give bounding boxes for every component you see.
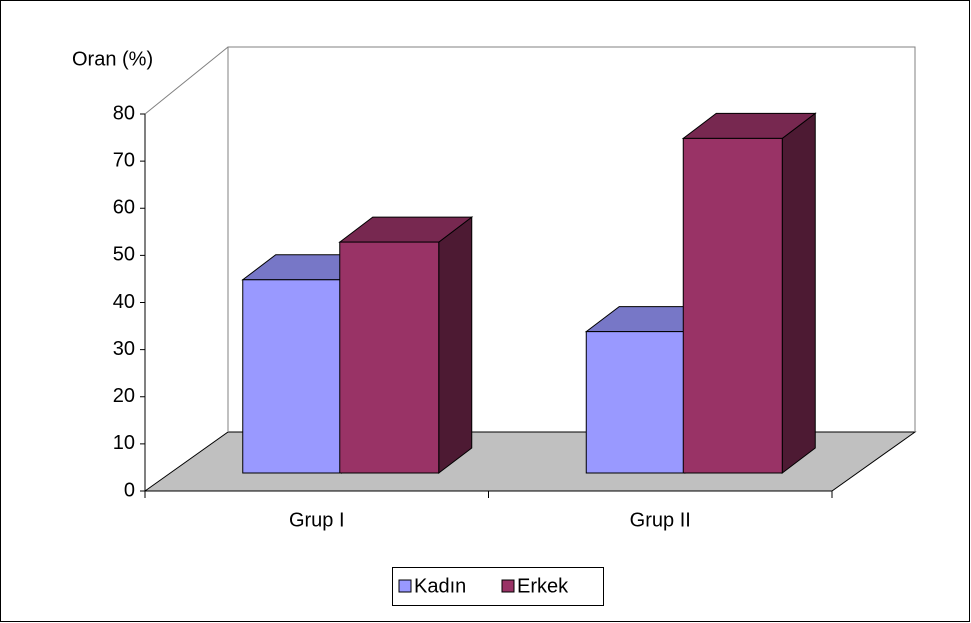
y-tick-label: 30 (113, 338, 135, 360)
back-wall (227, 46, 916, 432)
legend-label: Kadın (414, 575, 466, 597)
legend-label: Erkek (517, 575, 569, 597)
bar (681, 112, 817, 475)
legend-swatch (398, 579, 412, 593)
bar (338, 216, 474, 475)
y-tick-label: 50 (113, 244, 135, 266)
y-tick-label: 0 (124, 479, 135, 501)
x-tick-label: Grup II (630, 509, 691, 531)
legend-box (392, 567, 604, 606)
legend-swatch (501, 579, 515, 593)
bar-side (781, 112, 816, 475)
bar-front (682, 137, 783, 474)
y-tick-label: 70 (113, 149, 135, 171)
y-tick-label: 60 (113, 197, 135, 219)
x-tick-label: Grup I (289, 509, 345, 531)
bar-front (242, 279, 343, 474)
bar-side (438, 216, 473, 475)
y-tick-label: 40 (113, 291, 135, 313)
bar-front (585, 331, 686, 474)
y-tick-label: 10 (113, 432, 135, 454)
side-wall-edge (144, 46, 229, 115)
y-tick-label: 20 (113, 385, 135, 407)
y-tick-label: 80 (113, 102, 135, 124)
bar-front (339, 241, 440, 474)
y-axis-title: Oran (%) (72, 48, 153, 70)
